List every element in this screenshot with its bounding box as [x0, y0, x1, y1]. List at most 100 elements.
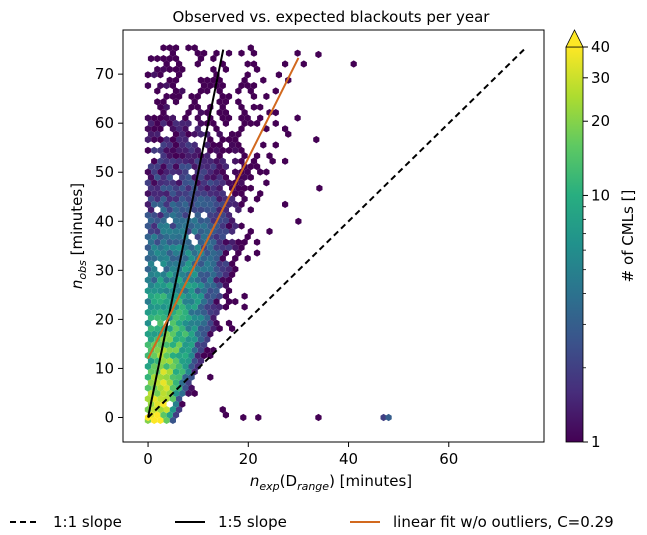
hexbin-cell	[197, 357, 205, 365]
y-tick-label: 60	[95, 114, 114, 132]
hexbin-cell	[219, 82, 226, 90]
hexbin-cell	[182, 125, 189, 133]
hexbin-cell	[210, 119, 217, 127]
hexbin-layer	[144, 44, 392, 424]
hexbin-cell	[147, 335, 155, 343]
hexbin-cell	[197, 303, 205, 311]
hexbin-cell	[151, 308, 158, 316]
hexbin-cell	[253, 195, 261, 203]
hexbin-cell	[166, 260, 173, 268]
hexbin-cell	[144, 384, 152, 392]
hexbin-cell	[144, 190, 152, 198]
hexbin-cell	[172, 325, 180, 333]
hexbin-cell	[163, 114, 170, 122]
hexbin-cell	[241, 109, 248, 117]
hexbin-cell	[241, 303, 248, 311]
hexbin-cell	[241, 76, 248, 84]
hexbin-cell	[157, 179, 164, 187]
hexbin-cell	[213, 49, 220, 57]
hexbin-cell	[235, 184, 242, 192]
hexbin-cell	[191, 292, 198, 300]
hexbin-cell	[216, 87, 223, 95]
hexbin-cell	[172, 368, 180, 376]
hexbin-cell	[166, 206, 173, 214]
hexbin-cell	[144, 298, 152, 306]
hexbin-cell	[263, 92, 270, 100]
hexbin-cell	[197, 346, 205, 354]
hexbin-cell	[222, 119, 229, 127]
hexbin-cell	[144, 276, 152, 284]
hexbin-cell	[147, 281, 155, 289]
hexbin-cell	[232, 265, 239, 273]
hexbin-cell	[188, 384, 195, 392]
hexbin-cell	[166, 335, 173, 343]
hexbin-cell	[188, 287, 195, 295]
hexbin-cell	[147, 314, 155, 322]
y-tick-label: 0	[104, 408, 114, 426]
hexbin-cell	[188, 254, 195, 262]
hexbin-cell	[157, 190, 164, 198]
hexbin-cell	[163, 200, 170, 208]
hexbin-cell	[204, 303, 211, 311]
hexbin-cell	[197, 238, 205, 246]
hexbin-cell	[176, 373, 183, 381]
hexbin-cell	[154, 411, 161, 419]
hexbin-cell	[207, 265, 214, 273]
hexbin-cell	[169, 49, 176, 57]
hexbin-cell	[225, 92, 233, 100]
hexbin-cell	[157, 244, 164, 252]
hexbin-cell	[294, 114, 301, 122]
hexbin-cell	[222, 227, 229, 235]
hexbin-cell	[204, 152, 211, 160]
chart-title: Observed vs. expected blackouts per year	[173, 8, 491, 26]
hexbin-cell	[191, 130, 198, 138]
hexbin-cell	[169, 82, 176, 90]
hexbin-cell	[179, 87, 186, 95]
legend-label-2: 1:5 slope	[218, 513, 287, 531]
hexbin-cell	[222, 292, 229, 300]
hexbin-cell	[166, 44, 173, 52]
hexbin-cell	[176, 276, 183, 284]
hexbin-cell	[179, 389, 186, 397]
hexbin-cell	[185, 314, 192, 322]
hexbin-cell	[172, 314, 180, 322]
hexbin-cell	[169, 373, 176, 381]
hexbin-cell	[151, 168, 158, 176]
hexbin-cell	[229, 260, 236, 268]
hexbin-cell	[163, 179, 170, 187]
hexbin-cell	[160, 400, 167, 408]
hexbin-cell	[253, 249, 261, 257]
hexbin-cell	[172, 379, 180, 387]
hexbin-cell	[219, 233, 226, 241]
hexbin-cell	[182, 384, 189, 392]
hexbin-cell	[157, 384, 164, 392]
hexbin-cell	[179, 141, 186, 149]
hexbin-cell	[235, 249, 242, 257]
hexbin-cell	[172, 217, 180, 225]
hexbin-cell	[225, 200, 233, 208]
hexbin-cell	[272, 141, 279, 149]
hexbin-cell	[160, 206, 167, 214]
hexbin-cell	[169, 200, 176, 208]
hexbin-cell	[238, 114, 245, 122]
hexbin-cell	[200, 233, 208, 241]
hexbin-cell	[163, 362, 170, 370]
hexbin-cell	[194, 49, 201, 57]
hexbin-cell	[176, 211, 183, 219]
hexbin-cell	[244, 71, 251, 79]
hexbin-cell	[200, 276, 208, 284]
hexbin-cell	[191, 314, 198, 322]
hexbin-cell	[182, 362, 189, 370]
hexbin-cell	[272, 119, 279, 127]
hexbin-cell	[225, 298, 233, 306]
hexbin-cell	[179, 379, 186, 387]
hexbin-cell	[182, 146, 189, 154]
hexbin-cell	[197, 314, 205, 322]
hexbin-cell	[151, 125, 158, 133]
hexbin-cell	[185, 260, 192, 268]
hexbin-cell	[179, 357, 186, 365]
hexbin-cell	[179, 65, 186, 73]
hexbin-cell	[200, 254, 208, 262]
hexbin-cell	[244, 254, 251, 262]
hexbin-cell	[232, 168, 239, 176]
